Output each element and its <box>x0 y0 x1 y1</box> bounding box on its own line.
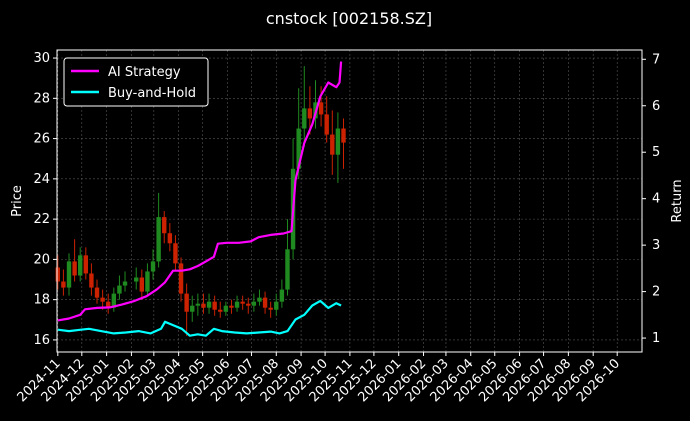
y-axis-label-right: Return <box>670 179 685 222</box>
candle-body <box>240 301 245 304</box>
candle-body <box>307 108 313 119</box>
chart-title: cnstock [002158.SZ] <box>266 9 432 28</box>
candle-body <box>268 307 273 310</box>
candle-body <box>94 287 100 298</box>
candle-body <box>234 301 240 308</box>
candle-body <box>167 233 173 244</box>
candle-body <box>61 281 66 288</box>
y-tick-label-right: 2 <box>652 285 660 300</box>
return-lines <box>57 61 343 337</box>
candle-body <box>106 301 111 308</box>
candle-body <box>139 277 145 292</box>
candle-body <box>178 263 184 294</box>
candle-body <box>285 249 290 290</box>
candle-body <box>72 261 77 276</box>
candle-body <box>262 297 268 308</box>
candle-body <box>156 217 161 262</box>
left-axis-ticks: 16 18 20 22 24 26 28 30 <box>33 51 57 348</box>
candle-body <box>296 128 301 169</box>
y-tick-label-left: 22 <box>33 212 50 227</box>
y-tick-label-right: 3 <box>652 238 660 253</box>
candle-body <box>335 128 341 155</box>
candle-body <box>66 261 72 288</box>
y-tick-label-left: 16 <box>33 333 50 348</box>
candle-body <box>55 267 61 282</box>
candle-body <box>206 301 212 308</box>
y-tick-label-left: 30 <box>33 51 50 66</box>
right-axis-ticks: 1 2 3 4 5 6 7 <box>642 52 660 346</box>
grid-lines <box>57 50 642 352</box>
candle-body <box>150 261 156 272</box>
candle-body <box>302 108 307 129</box>
candle-body <box>341 128 346 143</box>
y-tick-label-right: 6 <box>652 99 660 114</box>
candle-body <box>218 309 223 312</box>
candle-body <box>173 243 178 264</box>
series-line-buy-and-hold <box>57 299 342 337</box>
y-tick-label-right: 1 <box>652 331 660 346</box>
y-axis-label-left: Price <box>10 185 25 217</box>
y-tick-label-left: 18 <box>33 293 50 308</box>
candle-body <box>111 293 117 308</box>
y-tick-label-left: 28 <box>33 91 50 106</box>
y-tick-label-right: 7 <box>652 52 660 67</box>
candle-body <box>100 297 105 302</box>
candle-body <box>117 285 122 294</box>
candle-body <box>195 303 201 306</box>
candle-body <box>190 305 195 312</box>
candle-body <box>162 217 167 234</box>
candle-body <box>134 277 139 282</box>
legend: AI Strategy Buy-and-Hold <box>63 57 209 107</box>
candle-body <box>318 102 324 115</box>
candle-body <box>251 301 257 306</box>
y-tick-label-right: 4 <box>652 192 660 207</box>
candle-body <box>212 301 217 310</box>
candle-body <box>324 114 329 135</box>
y-tick-label-left: 24 <box>33 172 50 187</box>
candle-body <box>257 297 262 302</box>
legend-label-ai-strategy: AI Strategy <box>108 65 181 80</box>
candle-body <box>184 293 189 312</box>
candle-body <box>246 303 251 306</box>
candle-body <box>89 273 94 288</box>
candle-body <box>145 271 150 292</box>
candle-body <box>274 301 279 310</box>
candle-body <box>330 134 335 155</box>
series-line-ai-strategy <box>57 61 343 322</box>
legend-box <box>63 57 209 107</box>
y-tick-label-left: 26 <box>33 132 50 147</box>
y-tick-label-right: 5 <box>652 145 660 160</box>
legend-label-buy-and-hold: Buy-and-Hold <box>108 86 196 101</box>
y-tick-label-left: 20 <box>33 252 50 267</box>
candle-body <box>229 305 234 308</box>
candle-body <box>279 289 285 302</box>
candle-body <box>223 305 229 312</box>
candle-body <box>122 281 128 286</box>
candle-body <box>83 255 89 274</box>
candle-body <box>78 255 83 276</box>
candle-body <box>201 303 206 308</box>
